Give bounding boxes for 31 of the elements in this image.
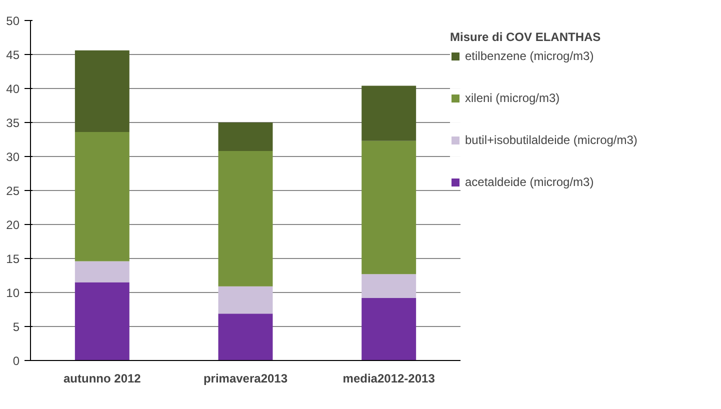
bar xyxy=(362,298,416,360)
y-tick-label: 25 xyxy=(6,184,20,198)
y-tick-label: 10 xyxy=(6,286,20,300)
bar xyxy=(362,274,416,298)
bar xyxy=(218,314,273,360)
bar xyxy=(74,50,130,132)
legend-label: acetaldeide (microg/m3) xyxy=(465,175,595,189)
x-tick-label: media2012-2013 xyxy=(342,372,436,386)
bar xyxy=(74,261,130,282)
y-tick-label: 5 xyxy=(12,320,20,334)
x-tick-label: primavera2013 xyxy=(203,372,288,386)
legend-label: etilbenzene (microg/m3) xyxy=(465,49,595,63)
bar xyxy=(74,132,130,262)
legend-label: butil+isobutilaldeide (microg/m3) xyxy=(465,133,638,147)
bar xyxy=(362,86,416,141)
bar xyxy=(218,122,273,152)
bar xyxy=(218,151,273,286)
y-tick-label: 40 xyxy=(6,82,20,96)
bar xyxy=(218,286,273,314)
legend-label: xileni (microg/m3) xyxy=(465,91,561,105)
bar xyxy=(74,282,130,360)
y-tick-label: 50 xyxy=(6,14,20,28)
legend-title: Misure di COV ELANTHAS xyxy=(450,30,602,44)
y-tick-label: 15 xyxy=(6,252,20,266)
y-tick-label: 35 xyxy=(6,116,20,130)
y-tick-label: 30 xyxy=(6,150,20,164)
x-tick-label: autunno 2012 xyxy=(63,372,142,386)
y-tick-label: 45 xyxy=(6,48,20,62)
y-tick-label: 20 xyxy=(6,218,20,232)
bar xyxy=(362,140,416,274)
y-tick-label: 0 xyxy=(12,354,20,368)
